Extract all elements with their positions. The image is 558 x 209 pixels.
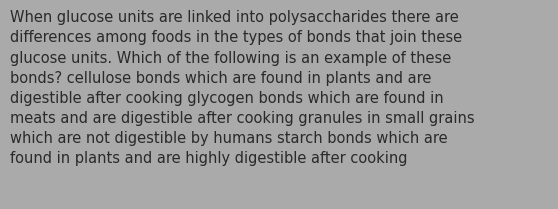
Text: When glucose units are linked into polysaccharides there are
differences among f: When glucose units are linked into polys… [10, 10, 475, 166]
